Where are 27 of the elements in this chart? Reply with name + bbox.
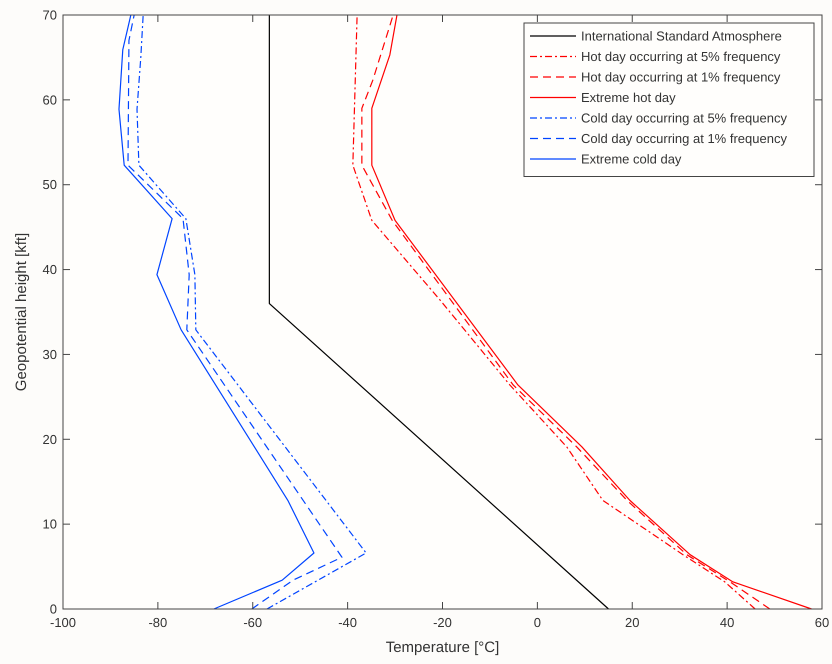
legend-label: Extreme hot day (581, 90, 676, 105)
x-tick-label: -80 (148, 615, 168, 630)
y-tick-label: 50 (42, 177, 57, 192)
x-tick-label: -60 (243, 615, 262, 630)
y-tick-label: 40 (42, 262, 57, 278)
y-tick-label: 60 (42, 92, 57, 108)
legend-label: Cold day occurring at 1% frequency (581, 131, 788, 146)
x-tick-label: -100 (50, 615, 76, 630)
legend-label: International Standard Atmosphere (581, 28, 782, 44)
x-tick-label: -20 (433, 615, 452, 630)
y-tick-label: 10 (42, 516, 57, 532)
legend-label: Hot day occurring at 5% frequency (581, 49, 781, 64)
y-tick-label: 30 (42, 346, 57, 362)
x-axis-title: Temperature [°C] (386, 639, 500, 656)
y-axis-title: Geopotential height [kft] (13, 232, 30, 392)
y-tick-label: 70 (42, 8, 57, 22)
y-tick-label: 0 (50, 602, 57, 616)
legend-label: Extreme cold day (581, 152, 682, 166)
y-tick-label: 20 (42, 432, 57, 447)
x-tick-label: 60 (814, 615, 830, 630)
x-tick-label: 0 (534, 615, 541, 630)
x-tick-label: 40 (720, 615, 734, 630)
x-tick-label: -40 (338, 615, 358, 630)
x-tick-label: 20 (625, 615, 640, 630)
legend-label: Hot day occurring at 1% frequency (581, 70, 781, 84)
line-series (118, 14, 315, 610)
legend-label: Cold day occurring at 5% frequency (581, 110, 788, 126)
